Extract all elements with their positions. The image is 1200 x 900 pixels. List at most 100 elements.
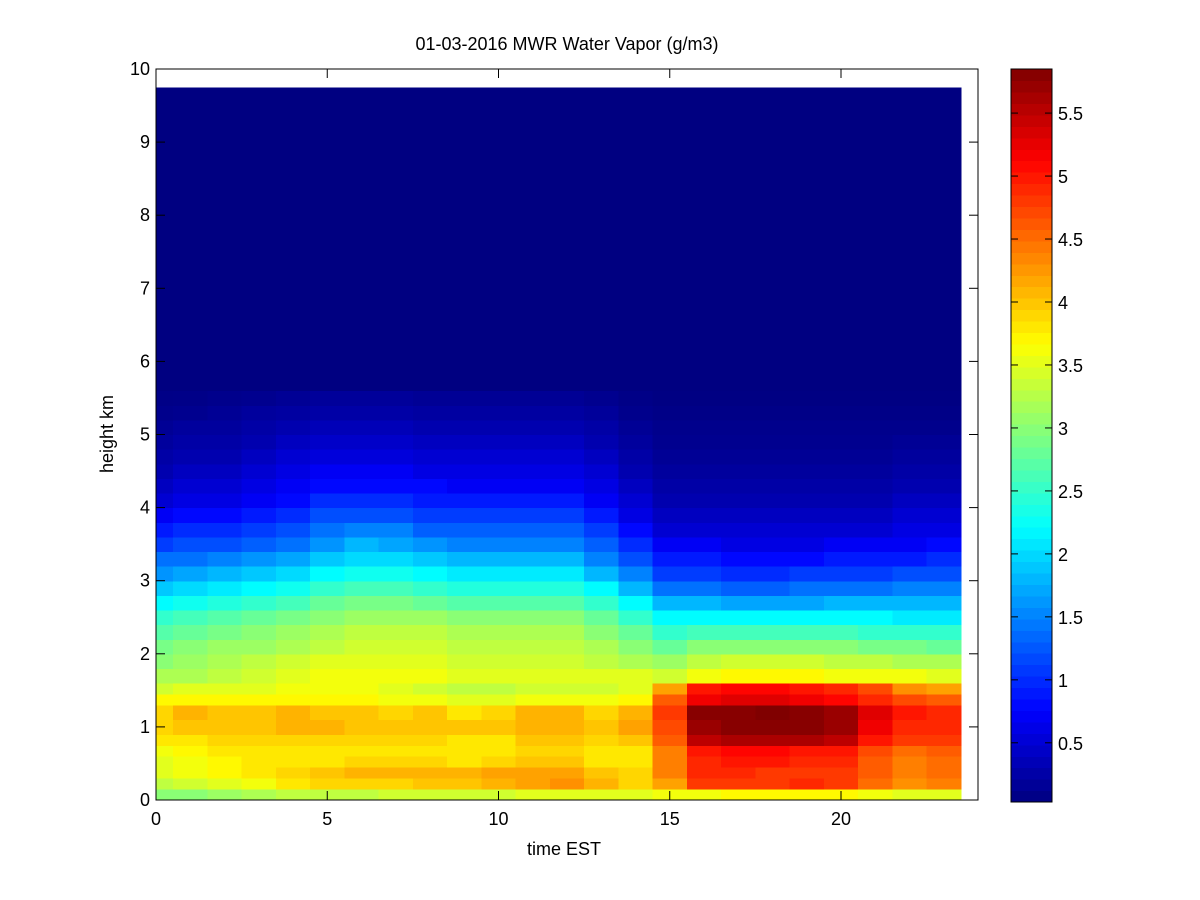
- heatmap-cell: [310, 87, 345, 392]
- colorbar-step: [1011, 355, 1052, 368]
- heatmap-cell: [858, 463, 893, 479]
- heatmap-cell: [275, 419, 311, 436]
- heatmap-cell: [310, 719, 345, 735]
- heatmap-cell: [686, 683, 722, 695]
- heatmap-cell: [156, 478, 174, 494]
- heatmap-cell: [686, 745, 722, 757]
- heatmap-cell: [344, 595, 380, 611]
- heatmap-cell: [892, 609, 928, 626]
- heatmap-cell: [892, 595, 928, 611]
- heatmap-cell: [721, 580, 756, 596]
- heatmap-cell: [549, 668, 585, 684]
- heatmap-cell: [549, 551, 585, 567]
- heatmap-cell: [823, 668, 859, 684]
- heatmap-cell: [926, 522, 962, 538]
- colorbar-step: [1011, 790, 1052, 803]
- heatmap-cell: [156, 734, 174, 746]
- heatmap-cell: [789, 734, 825, 746]
- heatmap-cell: [412, 405, 448, 421]
- heatmap-cell: [173, 756, 208, 768]
- heatmap-cell: [549, 704, 585, 721]
- heatmap-cell: [652, 704, 688, 721]
- heatmap-cell: [652, 507, 688, 523]
- heatmap-cell: [447, 478, 482, 494]
- heatmap-cell: [447, 778, 482, 790]
- heatmap-cell: [412, 536, 448, 553]
- heatmap-cell: [686, 492, 722, 509]
- heatmap-cell: [652, 419, 688, 436]
- heatmap-cell: [618, 683, 654, 695]
- heatmap-cell: [173, 778, 208, 790]
- heatmap-cell: [241, 551, 277, 567]
- colorbar-step: [1011, 378, 1052, 391]
- heatmap-cell: [173, 566, 208, 582]
- heatmap-cell: [156, 536, 174, 553]
- heatmap-cell: [858, 507, 893, 523]
- heatmap-cell: [755, 609, 791, 626]
- heatmap-cell: [926, 756, 962, 768]
- heatmap-cell: [618, 87, 654, 392]
- heatmap-cell: [584, 767, 619, 779]
- y-tick-label: 1: [140, 717, 150, 737]
- colorbar-step: [1011, 538, 1052, 551]
- heatmap-cell: [789, 704, 825, 721]
- heatmap-cell: [515, 609, 551, 626]
- heatmap-cell: [686, 595, 722, 611]
- heatmap-cell: [481, 522, 517, 538]
- heatmap-cell: [926, 767, 962, 779]
- heatmap-cell: [378, 87, 414, 392]
- heatmap-cell: [310, 522, 345, 538]
- heatmap-cell: [515, 767, 551, 779]
- heatmap-cell: [241, 419, 277, 436]
- heatmap-cell: [652, 778, 688, 790]
- heatmap-cell: [652, 522, 688, 538]
- heatmap-cell: [926, 683, 962, 695]
- heatmap-cell: [549, 522, 585, 538]
- heatmap-cell: [892, 624, 928, 640]
- heatmap-cell: [447, 463, 482, 479]
- x-axis: 0 5 10 15 20: [151, 69, 851, 829]
- heatmap-cell: [618, 694, 654, 706]
- heatmap-cell: [721, 745, 756, 757]
- heatmap-cell: [721, 704, 756, 721]
- heatmap-cell: [755, 595, 791, 611]
- heatmap-cell: [481, 419, 517, 436]
- heatmap-cell: [618, 478, 654, 494]
- heatmap-cell: [378, 789, 414, 801]
- heatmap-cell: [515, 478, 551, 494]
- heatmap-cell: [618, 789, 654, 801]
- heatmap-cell: [549, 745, 585, 757]
- heatmap-cell: [652, 756, 688, 768]
- heatmap-cell: [344, 789, 380, 801]
- heatmap-cell: [584, 694, 619, 706]
- heatmap-cell: [892, 639, 928, 655]
- heatmap-cell: [173, 536, 208, 553]
- colorbar-step: [1011, 572, 1052, 585]
- heatmap-cell: [412, 778, 448, 790]
- heatmap-cell: [481, 478, 517, 494]
- heatmap-cell: [344, 639, 380, 655]
- heatmap-cell: [618, 566, 654, 582]
- heatmap-cell: [412, 507, 448, 523]
- colorbar-tick-label: 3: [1058, 419, 1068, 439]
- heatmap-cell: [721, 507, 756, 523]
- heatmap-cell: [207, 789, 243, 801]
- heatmap-cell: [173, 449, 208, 465]
- heatmap-cell: [378, 595, 414, 611]
- heatmap-cell: [789, 624, 825, 640]
- heatmap-cell: [755, 507, 791, 523]
- heatmap-cell: [515, 419, 551, 436]
- heatmap-cell: [412, 704, 448, 721]
- heatmap-cell: [241, 405, 277, 421]
- colorbar-step: [1011, 584, 1052, 597]
- heatmap-cell: [618, 734, 654, 746]
- heatmap-cell: [618, 580, 654, 596]
- heatmap-cell: [447, 789, 482, 801]
- heatmap-cell: [686, 434, 722, 450]
- heatmap-cell: [652, 609, 688, 626]
- colorbar-step: [1011, 401, 1052, 414]
- heatmap-cell: [618, 522, 654, 538]
- heatmap-cell: [447, 609, 482, 626]
- heatmap-cell: [515, 734, 551, 746]
- heatmap-cell: [823, 756, 859, 768]
